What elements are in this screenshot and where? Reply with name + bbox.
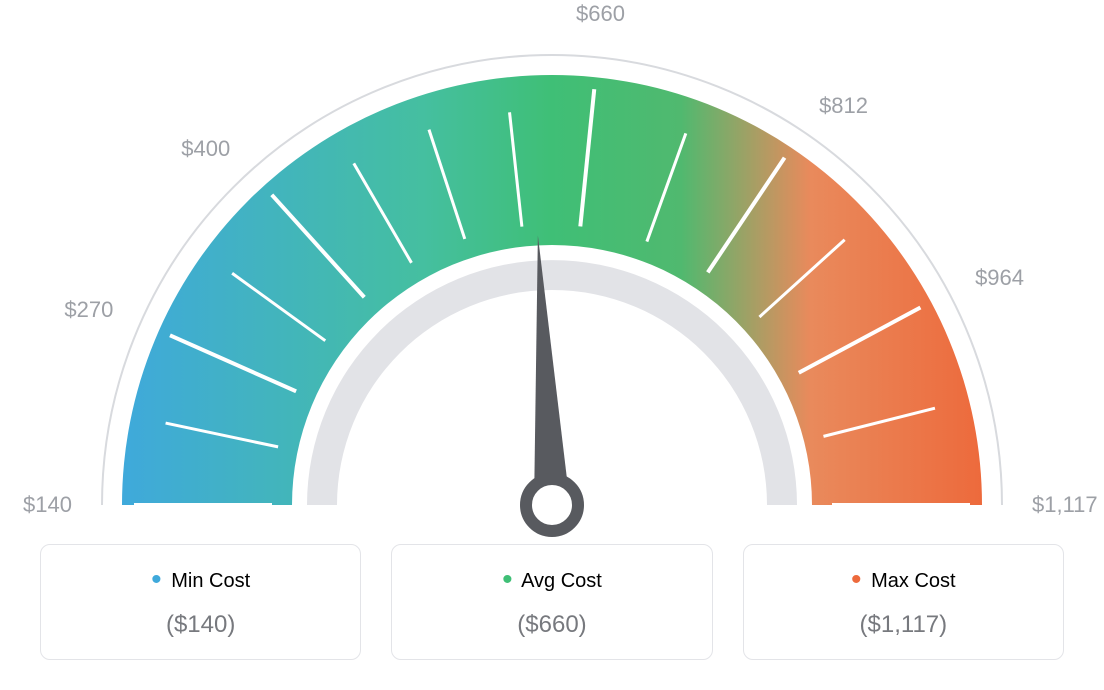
legend-title-text: Min Cost	[171, 570, 250, 592]
legend-title-text: Max Cost	[871, 570, 955, 592]
gauge-tick-label: $1,117	[1032, 492, 1098, 518]
gauge-svg	[0, 0, 1104, 560]
legend-value-avg: ($660)	[402, 611, 701, 639]
gauge-tick-label: $660	[576, 1, 625, 27]
legend-value-max: ($1,117)	[754, 611, 1053, 639]
legend-title-min: • Min Cost	[51, 563, 350, 597]
gauge-hub	[526, 479, 578, 531]
legend-card-avg: • Avg Cost ($660)	[391, 544, 712, 660]
dot-icon: •	[151, 563, 162, 596]
gauge-tick-label: $400	[181, 136, 230, 162]
gauge-tick-label: $140	[23, 492, 72, 518]
dot-icon: •	[851, 563, 862, 596]
legend-title-max: • Max Cost	[754, 563, 1053, 597]
gauge-tick-label: $964	[975, 265, 1024, 291]
legend-row: • Min Cost ($140) • Avg Cost ($660) • Ma…	[40, 544, 1064, 660]
legend-card-min: • Min Cost ($140)	[40, 544, 361, 660]
gauge-tick-label: $270	[64, 297, 113, 323]
gauge-area: $140 $270 $400 $660 $812 $964 $1,117	[0, 0, 1104, 560]
legend-title-avg: • Avg Cost	[402, 563, 701, 597]
legend-title-text: Avg Cost	[521, 570, 602, 592]
gauge-tick-label: $812	[819, 93, 868, 119]
legend-value-min: ($140)	[51, 611, 350, 639]
cost-gauge-chart: { "gauge": { "type": "gauge", "center_x"…	[0, 0, 1104, 690]
dot-icon: •	[502, 563, 513, 596]
legend-card-max: • Max Cost ($1,117)	[743, 544, 1064, 660]
